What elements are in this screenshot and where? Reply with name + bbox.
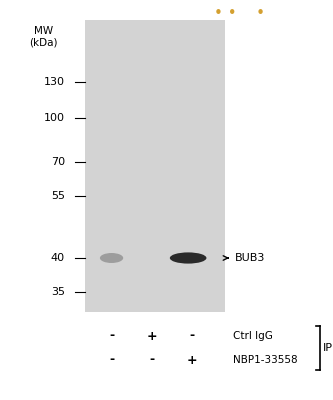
Bar <box>85 20 225 312</box>
Text: 70: 70 <box>51 157 65 167</box>
Text: BUB3: BUB3 <box>223 253 265 263</box>
Text: +: + <box>186 354 197 366</box>
Text: 40: 40 <box>51 253 65 263</box>
Text: Ctrl IgG: Ctrl IgG <box>233 331 273 341</box>
Ellipse shape <box>100 253 123 263</box>
Text: 35: 35 <box>51 287 65 297</box>
Text: NBP1-33558: NBP1-33558 <box>233 355 298 365</box>
Text: -: - <box>149 354 154 366</box>
Text: -: - <box>109 354 114 366</box>
Text: IP: IP <box>323 343 333 353</box>
Text: 130: 130 <box>44 77 65 87</box>
Text: -: - <box>109 330 114 342</box>
Ellipse shape <box>170 252 206 264</box>
Text: • •    •: • • • <box>214 6 265 21</box>
Text: 55: 55 <box>51 191 65 201</box>
Text: 100: 100 <box>44 113 65 123</box>
Text: -: - <box>189 330 194 342</box>
Text: MW
(kDa): MW (kDa) <box>29 26 58 48</box>
Text: +: + <box>146 330 157 342</box>
